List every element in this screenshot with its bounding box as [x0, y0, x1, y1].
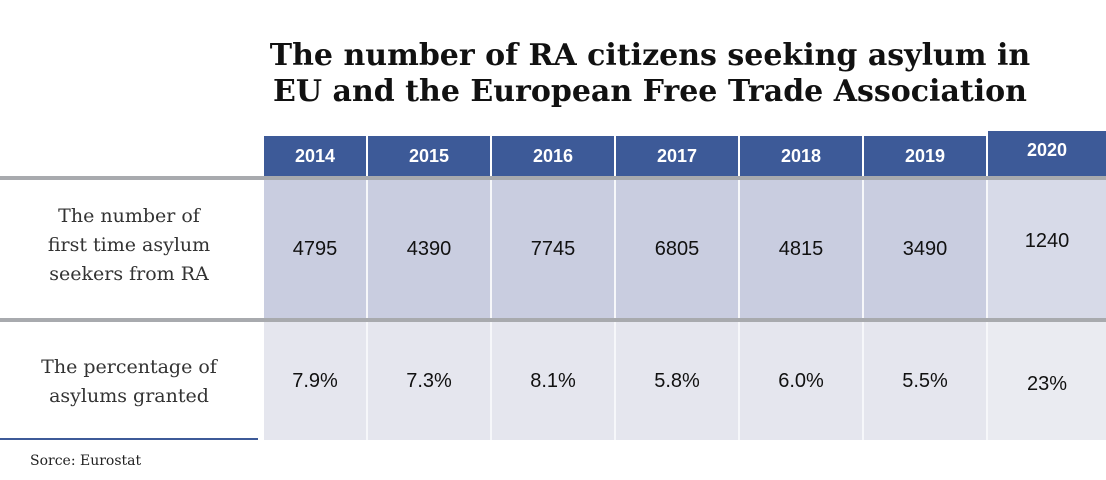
- table-cell-seekers-2016: 7745: [492, 180, 616, 318]
- table-cell-seekers-2020: 1240: [988, 180, 1106, 318]
- header-divider: [0, 176, 1106, 180]
- table-cell-granted-2016: 8.1%: [492, 322, 616, 440]
- source-note: Sorce: Eurostat: [30, 453, 142, 469]
- table-cell-seekers-2018: 4815: [740, 180, 864, 318]
- row-label-percentage-granted: The percentage of asylums granted: [0, 353, 258, 411]
- table-cell-seekers-2019: 3490: [864, 180, 988, 318]
- row-label-line: asylums granted: [49, 385, 209, 407]
- title-line: EU and the European Free Trade Associati…: [273, 74, 1027, 109]
- row-divider: [0, 318, 1106, 322]
- row-label-line: The percentage of: [41, 356, 217, 378]
- title-line: The number of RA citizens seeking asylum…: [269, 38, 1031, 73]
- table-cell-granted-2017: 5.8%: [616, 322, 740, 440]
- table-cell-granted-2018: 6.0%: [740, 322, 864, 440]
- table-cell-granted-2015: 7.3%: [368, 322, 492, 440]
- chart-title: The number of RA citizens seeking asylum…: [240, 38, 1060, 110]
- table-cell-granted-2014: 7.9%: [264, 322, 368, 440]
- column-header-2014: 2014: [264, 136, 368, 176]
- column-header-2020: 2020: [988, 131, 1106, 176]
- row-label-line: seekers from RA: [49, 263, 209, 285]
- row-label-line: The number of: [58, 205, 200, 227]
- column-header-2016: 2016: [492, 136, 616, 176]
- table-cell-seekers-2014: 4795: [264, 180, 368, 318]
- column-header-2019: 2019: [864, 136, 988, 176]
- table-cell-granted-2019: 5.5%: [864, 322, 988, 440]
- row-label-line: first time asylum: [47, 234, 211, 256]
- column-header-2015: 2015: [368, 136, 492, 176]
- row-label-first-time-seekers: The number of first time asylum seekers …: [0, 202, 258, 289]
- bottom-rule: [0, 438, 258, 440]
- table-cell-seekers-2015: 4390: [368, 180, 492, 318]
- table-cell-seekers-2017: 6805: [616, 180, 740, 318]
- table-cell-granted-2020: 23%: [988, 322, 1106, 440]
- column-header-2018: 2018: [740, 136, 864, 176]
- column-header-2017: 2017: [616, 136, 740, 176]
